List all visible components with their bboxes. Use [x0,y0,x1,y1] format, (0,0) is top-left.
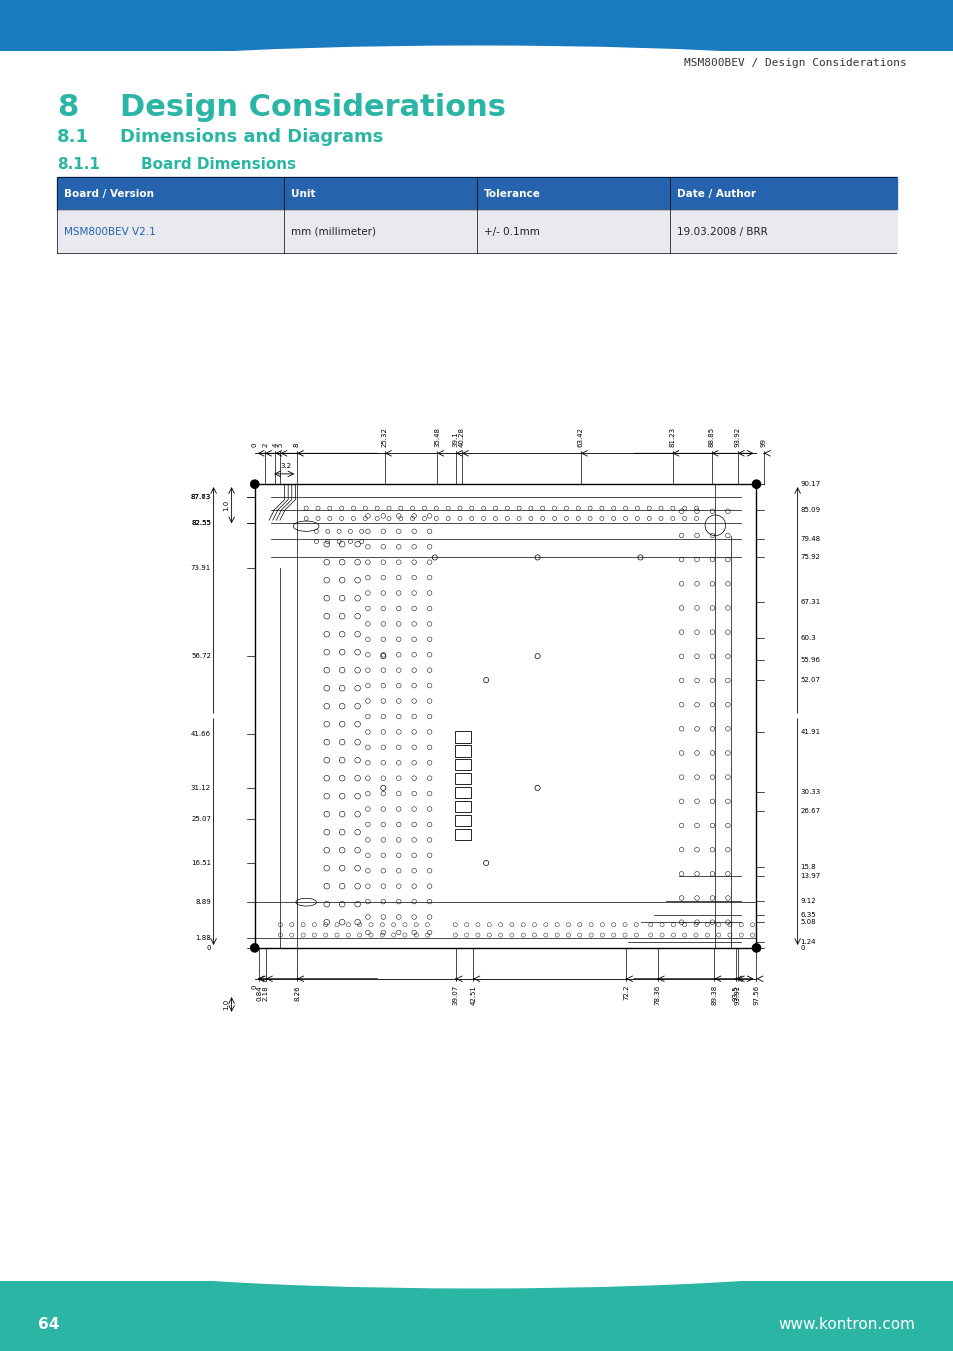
Bar [284,211,476,253]
Text: 30.33: 30.33 [800,789,820,794]
Text: 6.35: 6.35 [800,912,815,919]
Bar [669,177,896,211]
Text: 39.1: 39.1 [453,431,458,447]
Bar [455,746,470,757]
Circle shape [251,944,258,952]
Text: 19.03.2008 / BRR: 19.03.2008 / BRR [676,227,767,236]
Bar [57,177,284,211]
Text: 88.85: 88.85 [708,427,714,447]
Text: 39.07: 39.07 [453,985,458,1005]
Text: 56.72: 56.72 [191,653,211,659]
Text: 8.26: 8.26 [294,985,300,1001]
Text: 15.8: 15.8 [800,863,815,870]
Text: MSM800BEV V2.1: MSM800BEV V2.1 [64,227,155,236]
Circle shape [752,480,760,488]
Bar [57,211,284,253]
Text: 0: 0 [800,944,804,951]
Text: 8: 8 [294,443,299,447]
Text: 73.91: 73.91 [191,565,211,570]
Text: 0.84: 0.84 [255,985,262,1001]
Text: 40.28: 40.28 [458,427,464,447]
Text: 97.56: 97.56 [753,985,759,1005]
Text: 78.36: 78.36 [654,985,660,1005]
Text: 26.67: 26.67 [800,808,820,813]
Bar [455,801,470,812]
Text: 2: 2 [262,443,268,447]
Text: 8: 8 [57,93,78,122]
Text: Board Dimensions: Board Dimensions [141,158,296,173]
Text: 79.48: 79.48 [800,536,820,542]
Text: 41.66: 41.66 [191,731,211,736]
Text: 41.91: 41.91 [800,730,820,735]
Text: 63.42: 63.42 [578,427,583,447]
Text: 52.07: 52.07 [800,677,820,684]
Text: 67.31: 67.31 [800,598,820,605]
Text: Design Considerations: Design Considerations [120,93,506,122]
Text: Unit: Unit [291,189,314,199]
Text: mm (millimeter): mm (millimeter) [291,227,375,236]
Text: 1.88: 1.88 [195,935,211,942]
Text: 75.92: 75.92 [800,554,820,561]
Text: 3.2: 3.2 [280,463,291,469]
Bar [669,211,896,253]
Bar [284,177,476,211]
Text: 31.12: 31.12 [191,785,211,790]
Text: 60.3: 60.3 [800,635,815,640]
Text: 85.09: 85.09 [800,507,820,513]
Text: 5: 5 [277,443,283,447]
Text: 25.32: 25.32 [381,427,388,447]
Text: 9.12: 9.12 [800,898,815,904]
Text: 13.97: 13.97 [800,873,820,880]
Ellipse shape [48,46,905,108]
Bar [455,828,470,840]
Bar [476,211,669,253]
Bar [476,177,669,211]
Bar [455,815,470,825]
Text: www.kontron.com: www.kontron.com [778,1317,915,1332]
Text: 64: 64 [38,1317,59,1332]
Bar [455,786,470,798]
Text: 16.51: 16.51 [191,861,211,866]
Text: MSM800BEV / Design Considerations: MSM800BEV / Design Considerations [683,58,905,69]
Bar [455,759,470,770]
Text: 81.23: 81.23 [669,427,675,447]
Text: 89.38: 89.38 [711,985,717,1005]
Text: 35.48: 35.48 [434,427,439,447]
Text: 4: 4 [272,443,278,447]
Text: 2.18: 2.18 [263,985,269,1001]
Text: 1.24: 1.24 [800,939,815,944]
Text: 93.92: 93.92 [734,985,740,1005]
Text: 93.5: 93.5 [732,985,738,1001]
Text: 25.07: 25.07 [191,816,211,821]
Text: Date / Author: Date / Author [676,189,755,199]
Text: 42.51: 42.51 [470,985,476,1005]
Text: 87.73: 87.73 [191,493,211,500]
Text: 0: 0 [252,985,257,989]
Text: 0: 0 [252,443,257,447]
Circle shape [251,480,258,488]
Text: Board / Version: Board / Version [64,189,153,199]
Text: 90.17: 90.17 [800,481,820,488]
Text: 93.92: 93.92 [734,427,740,447]
Text: 5.08: 5.08 [800,919,815,925]
Text: Dimensions and Diagrams: Dimensions and Diagrams [120,128,383,146]
Text: 82.55: 82.55 [191,520,211,527]
Circle shape [752,944,760,952]
Text: Tolerance: Tolerance [483,189,540,199]
Text: 99: 99 [760,438,766,447]
Text: 72.2: 72.2 [622,985,628,1001]
Text: 1.0: 1.0 [223,500,230,511]
Text: 0: 0 [206,944,211,951]
Text: 8.1.1: 8.1.1 [57,158,100,173]
Text: 1.0: 1.0 [223,998,230,1011]
Bar [455,773,470,785]
Bar [455,731,470,743]
Text: 8.89: 8.89 [195,900,211,905]
Text: 55.96: 55.96 [800,657,820,663]
Text: 82.55: 82.55 [191,520,211,527]
Text: 87.63: 87.63 [191,494,211,500]
Text: +/- 0.1mm: +/- 0.1mm [483,227,539,236]
Ellipse shape [48,1217,905,1288]
Text: 8.1: 8.1 [57,128,90,146]
